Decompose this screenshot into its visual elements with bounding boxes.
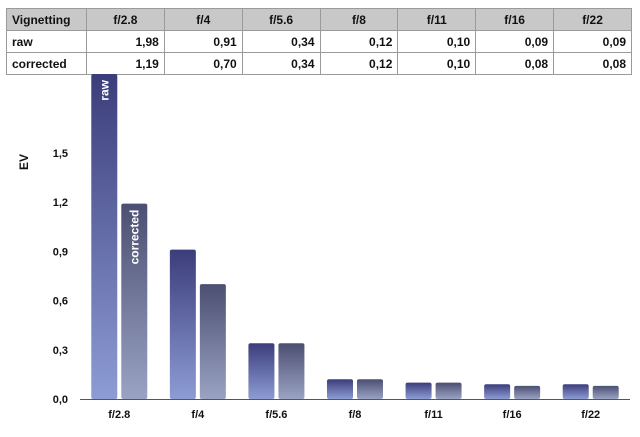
table-cell: 0,09 xyxy=(475,30,555,53)
table-cell: 0,08 xyxy=(475,52,555,75)
bar-raw xyxy=(248,343,275,399)
x-tick-label: f/4 xyxy=(191,409,205,421)
bar-raw xyxy=(169,249,196,399)
bar-corrected xyxy=(357,379,383,399)
y-tick-label: 0,0 xyxy=(53,394,68,406)
table-cell: 0,08 xyxy=(553,52,632,75)
x-axis: f/2.8 f/4 f/5.6 f/8 f/11 f/16 f/22 xyxy=(108,409,600,421)
table-cell: 0,12 xyxy=(319,52,399,75)
table-header-cell: f/4 xyxy=(163,8,243,31)
x-tick-label: f/8 xyxy=(349,409,362,421)
table-cell: 0,34 xyxy=(241,52,321,75)
table-cell: raw xyxy=(6,30,87,53)
x-tick-label: f/2.8 xyxy=(108,409,130,421)
table-cell: corrected xyxy=(6,52,87,75)
table-header-cell: f/8 xyxy=(319,8,399,31)
bar-raw xyxy=(562,384,589,399)
table-cell: 0,10 xyxy=(397,52,477,75)
y-tick-label: 1,5 xyxy=(53,148,68,160)
bar-raw xyxy=(405,382,432,399)
table-cell: 0,10 xyxy=(397,30,477,53)
bar-corrected xyxy=(435,382,462,399)
y-axis: 0,0 0,3 0,6 0,9 1,2 1,5 xyxy=(53,148,68,406)
y-tick-label: 0,9 xyxy=(53,246,68,258)
x-tick-label: f/16 xyxy=(503,409,522,421)
bar-raw xyxy=(91,74,118,399)
table-cell: 0,91 xyxy=(163,30,243,53)
bar-label-raw: raw xyxy=(97,79,111,100)
table-row: corrected 1,19 0,70 0,34 0,12 0,10 0,08 … xyxy=(6,52,632,75)
table-cell: 1,19 xyxy=(86,52,165,75)
bar-corrected xyxy=(592,385,619,399)
bar-raw xyxy=(327,379,353,399)
bar-corrected xyxy=(121,203,148,399)
table-header-cell: f/16 xyxy=(475,8,555,31)
bar-corrected xyxy=(278,343,305,399)
bar-label-corrected: corrected xyxy=(127,210,141,265)
table-cell: 0,70 xyxy=(163,52,243,75)
table-header-cell: f/11 xyxy=(397,8,477,31)
table-header-cell: Vignetting xyxy=(6,8,87,31)
bar-raw xyxy=(484,384,511,399)
y-tick-label: 1,2 xyxy=(53,197,68,209)
table-row: raw 1,98 0,91 0,34 0,12 0,10 0,09 0,09 xyxy=(6,30,632,53)
table-header-cell: f/2.8 xyxy=(86,8,165,31)
table-cell: 0,09 xyxy=(553,30,632,53)
y-tick-label: 0,6 xyxy=(53,296,68,308)
bar-corrected xyxy=(199,284,226,399)
bar-corrected xyxy=(514,385,541,399)
data-table: Vignetting f/2.8 f/4 f/5.6 f/8 f/11 f/16… xyxy=(6,8,632,75)
y-axis-title: EV xyxy=(17,154,31,170)
table-cell: 0,12 xyxy=(319,30,399,53)
x-tick-label: f/11 xyxy=(424,409,442,421)
plot-area: raw corrected xyxy=(80,74,630,400)
y-tick-label: 0,3 xyxy=(53,345,68,357)
x-tick-label: f/22 xyxy=(581,409,600,421)
x-tick-label: f/5.6 xyxy=(265,409,287,421)
table-header-row: Vignetting f/2.8 f/4 f/5.6 f/8 f/11 f/16… xyxy=(6,8,632,31)
